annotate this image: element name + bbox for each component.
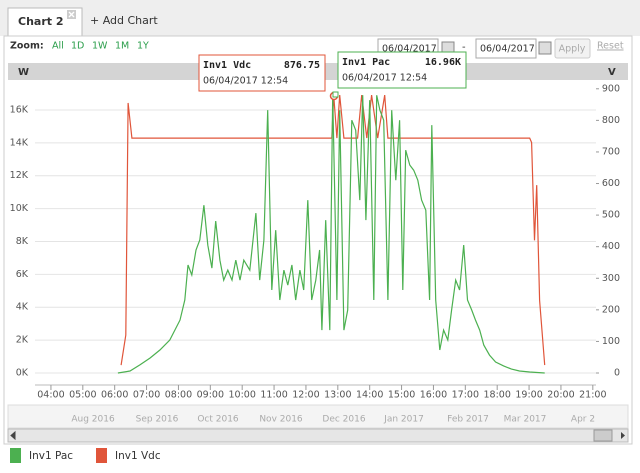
zoom-option[interactable]: 1Y xyxy=(137,41,149,52)
scroll-right[interactable] xyxy=(621,432,625,439)
legend: Inv1 Pac Inv1 Vdc xyxy=(10,448,161,463)
y-tick-label: 16K xyxy=(10,104,29,115)
tooltip-time: 06/04/2017 12:54 xyxy=(342,73,427,84)
x-tick-label: 13:00 xyxy=(324,390,351,401)
navigator-label: Dec 2016 xyxy=(322,415,365,425)
scroll-left[interactable] xyxy=(10,430,16,441)
tab-bar xyxy=(0,0,640,36)
y2-tick-label: 300 xyxy=(602,273,620,284)
y-tick-label: 6K xyxy=(16,269,29,280)
x-tick-label: 14:00 xyxy=(356,390,383,401)
chart-panel xyxy=(3,35,633,445)
zoom-label: Zoom: xyxy=(10,41,44,52)
navigator-label: Feb 2017 xyxy=(447,415,489,425)
navigator-label: Sep 2016 xyxy=(136,415,179,425)
x-tick-label: 11:00 xyxy=(260,390,287,401)
x-tick-label: 17:00 xyxy=(452,390,479,401)
tooltip-series: Inv1 Vdc xyxy=(203,60,251,71)
plot: 0K 2K 4K 6K 8K 10K 12K 14K 16K 0 100 200 300 400 500 60… xyxy=(10,51,620,401)
calendar-icon[interactable] xyxy=(538,41,552,55)
x-tick-label: 18:00 xyxy=(483,390,510,401)
tooltip-value: 16.96K xyxy=(425,57,461,68)
y-tick-label: 0K xyxy=(16,368,29,379)
legend-label: Inv1 Vdc xyxy=(115,450,161,462)
y2-tick-label: 600 xyxy=(602,178,620,189)
navigator-label: Mar 2017 xyxy=(504,415,547,425)
x-tick-label: 09:00 xyxy=(197,390,224,401)
navigator-label: Aug 2016 xyxy=(71,415,115,425)
apply-button[interactable] xyxy=(554,38,591,59)
legend-swatch xyxy=(10,448,21,463)
tooltip-series: Inv1 Pac xyxy=(342,57,390,68)
y2-tick-label: 0 xyxy=(614,368,620,379)
add-chart[interactable]: + Add Chart xyxy=(90,14,158,27)
zoom-option[interactable]: 1D xyxy=(71,41,84,52)
tooltip-time: 06/04/2017 12:54 xyxy=(203,76,288,87)
navigator-label: Oct 2016 xyxy=(197,415,239,425)
x-tick-label: 12:00 xyxy=(292,390,319,401)
x-tick-label: 21:00 xyxy=(579,390,606,401)
tooltip-value: 876.75 xyxy=(284,60,320,71)
zoom-option[interactable]: All xyxy=(52,41,64,52)
tooltip xyxy=(198,54,326,92)
date-from[interactable]: 06/04/2017 xyxy=(382,44,437,55)
y2-tick-label: 200 xyxy=(602,304,620,315)
y-tick-label: 2K xyxy=(16,335,29,346)
navigator-label: Nov 2016 xyxy=(259,415,303,425)
navigator-label: Apr 2 xyxy=(571,415,595,425)
x-tick-label: 08:00 xyxy=(165,390,192,401)
y2-tick-label: 400 xyxy=(602,241,620,252)
y-tick-label: 8K xyxy=(16,236,29,247)
y2-tick-label: 800 xyxy=(602,115,620,126)
date-to-input[interactable] xyxy=(475,38,537,59)
y2-tick-label: 100 xyxy=(602,336,620,347)
x-tick-label: 20:00 xyxy=(547,390,574,401)
tooltip xyxy=(337,51,467,89)
y2-tick-label: 500 xyxy=(602,210,620,221)
hover-marker xyxy=(332,91,339,98)
series-line xyxy=(117,95,545,374)
y2-tick-label: 700 xyxy=(602,146,620,157)
x-tick-label: 05:00 xyxy=(69,390,96,401)
right-unit: V xyxy=(608,67,616,78)
y-tick-label: 10K xyxy=(10,203,29,214)
x-tick-label: 15:00 xyxy=(388,390,415,401)
y-tick-label: 14K xyxy=(10,137,29,148)
tab-close-icon[interactable] xyxy=(67,10,76,19)
x-tick-label: 19:00 xyxy=(515,390,542,401)
x-tick-label: 04:00 xyxy=(37,390,64,401)
navigator-label: Jan 2017 xyxy=(383,415,424,425)
legend-label: Inv1 Pac xyxy=(29,450,73,462)
y2-tick-label: 900 xyxy=(602,83,620,94)
scroll-thumb[interactable] xyxy=(593,429,613,442)
series-line xyxy=(120,95,546,366)
navigator[interactable] xyxy=(7,404,629,429)
scrollbar[interactable] xyxy=(7,428,629,443)
zoom-option[interactable]: 1W xyxy=(92,41,108,52)
left-unit: W xyxy=(18,67,29,78)
y-tick-label: 12K xyxy=(10,170,29,181)
zoom-option[interactable]: 1M xyxy=(115,41,129,52)
y-tick-label: 4K xyxy=(16,302,29,313)
x-tick-label: 06:00 xyxy=(101,390,128,401)
reset-link[interactable]: Reset xyxy=(597,41,624,52)
date-separator: - xyxy=(462,42,466,53)
legend-swatch xyxy=(96,448,107,463)
x-tick-label: 07:00 xyxy=(133,390,160,401)
x-tick-label: 16:00 xyxy=(420,390,447,401)
date-to[interactable]: 06/04/2017 xyxy=(480,44,535,55)
apply-label[interactable]: Apply xyxy=(559,44,586,55)
x-tick-label: 10:00 xyxy=(228,390,255,401)
tab-label[interactable]: Chart 2 xyxy=(18,15,64,28)
